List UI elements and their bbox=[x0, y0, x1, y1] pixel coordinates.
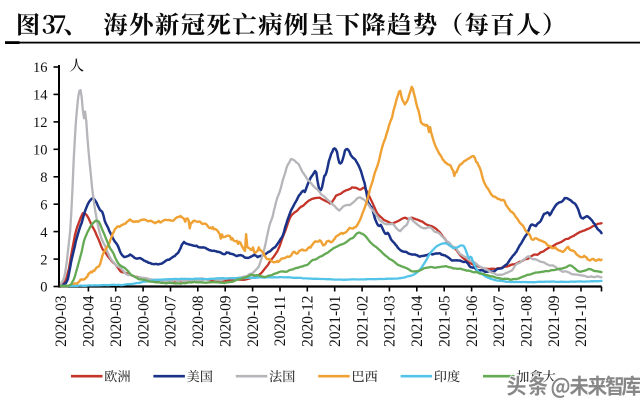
svg-text:2021-01: 2021-01 bbox=[327, 296, 344, 347]
svg-text:2021-09: 2021-09 bbox=[546, 295, 563, 347]
svg-text:2020-10: 2020-10 bbox=[245, 295, 262, 347]
svg-text:2020-03: 2020-03 bbox=[53, 295, 70, 347]
svg-text:2021-02: 2021-02 bbox=[354, 296, 371, 347]
svg-text:2020-12: 2020-12 bbox=[300, 296, 317, 347]
svg-text:6: 6 bbox=[40, 197, 47, 213]
svg-text:2020-09: 2020-09 bbox=[217, 295, 234, 347]
svg-text:2: 2 bbox=[40, 252, 47, 268]
svg-text:10: 10 bbox=[33, 143, 48, 159]
svg-text:2021-08: 2021-08 bbox=[519, 295, 536, 347]
svg-text:8: 8 bbox=[40, 170, 47, 186]
svg-text:2021-04: 2021-04 bbox=[409, 295, 426, 347]
svg-text:16: 16 bbox=[33, 60, 48, 76]
svg-text:2020-04: 2020-04 bbox=[81, 295, 98, 347]
svg-text:2021-06: 2021-06 bbox=[464, 295, 481, 347]
svg-text:0: 0 bbox=[40, 280, 47, 296]
svg-text:2020-07: 2020-07 bbox=[163, 295, 180, 347]
svg-text:2020-11: 2020-11 bbox=[272, 296, 289, 347]
svg-text:14: 14 bbox=[33, 88, 48, 104]
svg-text:2020-05: 2020-05 bbox=[108, 295, 125, 347]
svg-text:4: 4 bbox=[40, 225, 48, 241]
svg-text:2020-06: 2020-06 bbox=[135, 295, 152, 347]
svg-text:2021-05: 2021-05 bbox=[436, 295, 453, 347]
svg-text:2021-10: 2021-10 bbox=[573, 295, 590, 347]
svg-text:2021-03: 2021-03 bbox=[382, 295, 399, 347]
svg-text:2020-08: 2020-08 bbox=[190, 295, 207, 347]
svg-text:2021-07: 2021-07 bbox=[491, 295, 508, 347]
svg-text:12: 12 bbox=[33, 115, 48, 131]
